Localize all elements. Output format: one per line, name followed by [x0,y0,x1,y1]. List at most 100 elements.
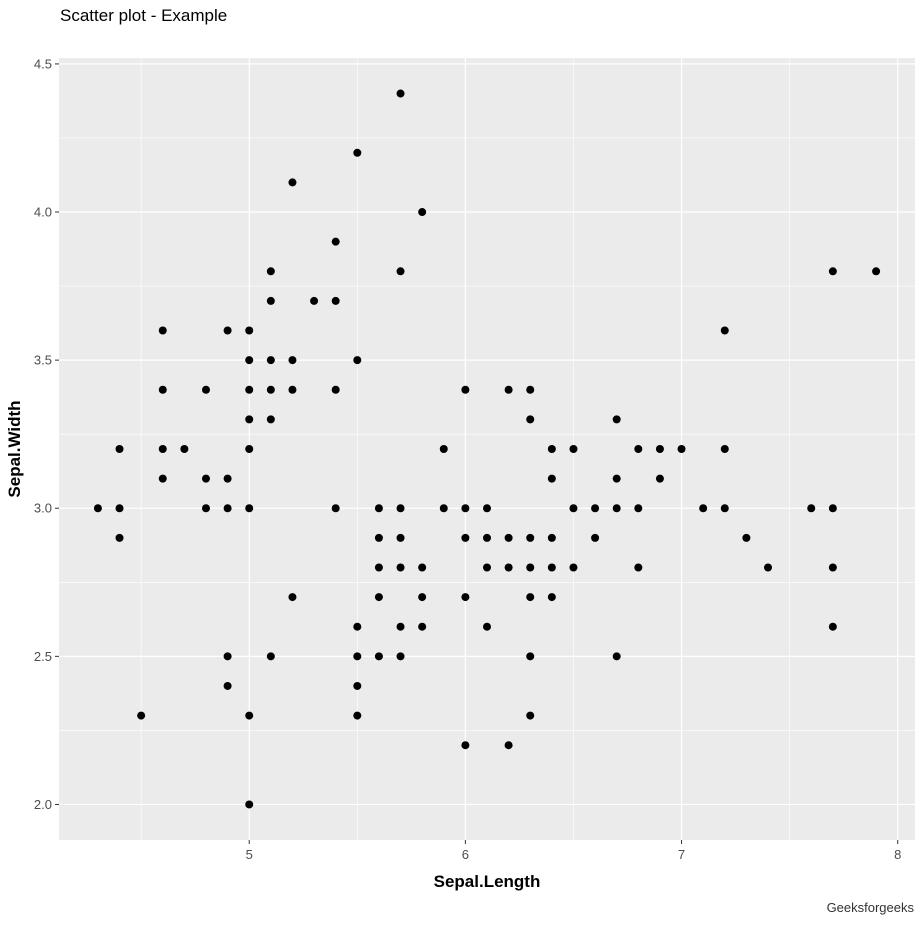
data-point [504,385,513,394]
data-point [245,800,254,809]
data-point [612,652,621,661]
data-point [591,533,600,542]
data-point [461,741,470,750]
data-point [526,563,535,572]
data-point [461,593,470,602]
data-point [288,178,297,187]
x-tick-label: 8 [894,847,901,862]
data-point [504,741,513,750]
data-point [266,356,275,365]
data-point [288,593,297,602]
data-point [526,415,535,424]
data-point [872,267,881,276]
data-point [310,296,319,305]
data-point [634,504,643,513]
data-point [331,237,340,246]
y-axis: 2.0 2.5 3.0 3.5 4.0 4.5 [34,56,59,812]
data-point [612,415,621,424]
data-point [483,563,491,572]
data-point [526,533,535,542]
data-point [483,622,491,631]
data-point [288,356,297,365]
data-point [418,622,427,631]
data-point [526,652,535,661]
data-point [331,504,340,513]
data-point [526,593,535,602]
data-point [158,474,167,483]
data-point [331,385,340,394]
data-point [374,593,383,602]
data-point [374,504,383,513]
data-point [353,356,362,365]
data-point [461,533,470,542]
data-point [569,563,578,572]
data-point [396,652,405,661]
data-point [223,681,232,690]
data-point [828,267,837,276]
data-point [396,267,405,276]
data-point [115,533,124,542]
data-point [115,504,124,513]
data-point [115,445,124,453]
data-point [137,711,146,720]
data-point [591,504,600,513]
data-point [266,652,275,661]
data-point [158,326,167,335]
data-point [245,326,254,335]
data-point [526,385,535,394]
data-point [353,711,362,720]
data-point [396,563,405,572]
x-tick-label: 6 [462,847,469,862]
data-point [245,385,254,394]
data-point [547,533,556,542]
data-point [201,385,210,394]
x-tick-label: 7 [678,847,685,862]
data-point [93,504,102,513]
data-point [396,89,405,98]
data-point [331,296,340,305]
y-tick-label: 2.0 [34,797,52,812]
data-point [201,504,210,513]
data-point [569,445,578,453]
data-point [374,533,383,542]
data-point [353,148,362,157]
data-point [223,652,232,661]
data-point [266,385,275,394]
data-point [655,445,664,453]
data-point [720,326,729,335]
data-point [699,504,708,513]
data-point [677,445,686,453]
data-point [655,474,664,483]
data-point [396,504,405,513]
data-point [612,474,621,483]
data-point [828,504,837,513]
data-point [483,504,491,513]
data-point [612,504,621,513]
data-point [245,711,254,720]
data-point [828,563,837,572]
data-point [742,533,751,542]
x-axis-label: Sepal.Length [433,872,541,891]
data-point [483,533,491,542]
minor-gridlines [59,58,915,840]
y-tick-label: 3.5 [34,353,52,368]
y-tick-label: 3.0 [34,501,52,516]
data-point [504,563,513,572]
data-point [223,474,232,483]
data-point [439,504,448,513]
plot-panel [59,58,915,840]
y-tick-label: 4.0 [34,205,52,220]
data-point [223,504,232,513]
chart-title: Scatter plot - Example [60,6,228,25]
data-point [353,622,362,631]
data-point [374,652,383,661]
data-point [158,445,167,453]
data-point [396,533,405,542]
data-point [569,504,578,513]
data-point [547,474,556,483]
data-points [93,89,881,809]
data-point [634,445,643,453]
x-tick-label: 5 [246,847,253,862]
data-point [418,593,427,602]
